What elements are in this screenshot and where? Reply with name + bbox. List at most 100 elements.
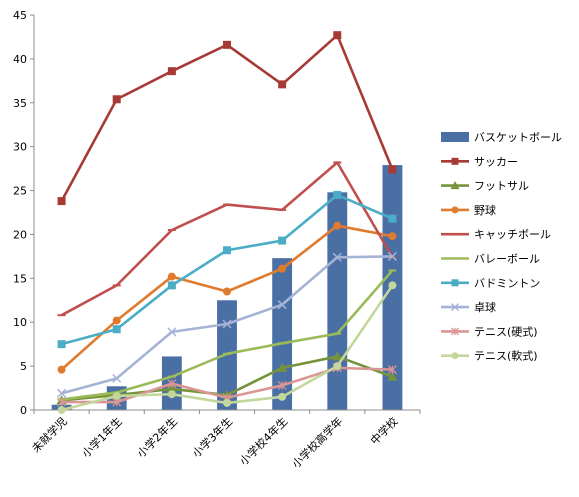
data-point — [112, 95, 121, 104]
series-4 — [57, 161, 397, 317]
legend-swatch — [441, 132, 469, 142]
data-point — [112, 316, 121, 325]
data-point — [388, 214, 397, 223]
y-tick-label: 30 — [13, 141, 27, 154]
lines-layer — [56, 31, 398, 414]
legend-marker — [450, 303, 460, 312]
series-7 — [57, 251, 397, 398]
data-point — [277, 362, 288, 372]
data-point — [223, 287, 231, 296]
legend-item: キャッチボール — [441, 228, 551, 241]
bar-小学校4年生 — [272, 258, 293, 410]
legend: バスケットボールサッカーフットサル野球キャッチボールバレーボールバドミントン卓球… — [441, 131, 562, 363]
data-point — [57, 340, 66, 349]
legend-marker — [451, 327, 459, 336]
legend-label: キャッチボール — [474, 228, 551, 241]
x-tick-label: 小学2年生 — [134, 414, 180, 460]
legend-label: テニス(硬式) — [474, 325, 538, 338]
series-6 — [57, 190, 397, 349]
data-point — [112, 373, 122, 383]
data-point — [223, 398, 231, 407]
y-tick-label: 15 — [13, 272, 27, 285]
data-point — [333, 221, 342, 230]
x-tick-label: 中学校 — [367, 414, 400, 447]
data-point — [57, 365, 66, 374]
data-point — [333, 31, 342, 40]
y-tick-label: 35 — [13, 97, 27, 110]
legend-label: バドミントン — [474, 277, 540, 290]
legend-item: バレーボール — [441, 253, 540, 266]
legend-label: 卓球 — [474, 300, 496, 314]
x-tick-label: 小学1年生 — [79, 414, 125, 460]
data-point — [278, 80, 287, 89]
data-point — [278, 392, 287, 401]
data-point — [333, 362, 342, 371]
data-point — [387, 365, 397, 375]
data-point — [278, 236, 287, 245]
data-point — [167, 272, 176, 281]
data-point — [57, 397, 67, 407]
legend-item: バドミントン — [441, 277, 540, 290]
data-point — [332, 252, 342, 262]
data-point-stroke — [112, 373, 122, 383]
legend-item: サッカー — [441, 155, 518, 168]
data-point — [112, 325, 121, 334]
series-3 — [57, 221, 397, 374]
data-point-stroke — [277, 300, 287, 310]
legend-label: バレーボール — [474, 253, 540, 266]
y-tick-label: 20 — [13, 228, 27, 241]
data-point — [332, 351, 343, 361]
legend-marker-stroke — [450, 303, 460, 312]
x-tick-label: 未就学児 — [29, 414, 70, 455]
data-point — [388, 281, 397, 290]
legend-label: サッカー — [474, 155, 518, 168]
data-point — [166, 383, 177, 393]
legend-item: バスケットボール — [441, 131, 562, 144]
data-point — [57, 197, 66, 206]
x-tick-label: 小学校高学年 — [289, 414, 346, 471]
y-tick-label: 25 — [13, 185, 27, 198]
data-point-stroke — [332, 252, 342, 262]
data-point — [167, 67, 176, 76]
x-tick-label: 小学3年生 — [189, 414, 235, 460]
legend-marker — [450, 181, 460, 190]
data-point — [388, 232, 397, 241]
y-tick-label: 5 — [20, 360, 27, 373]
data-point-stroke — [167, 327, 177, 337]
data-point — [277, 380, 287, 390]
data-point — [57, 388, 67, 398]
data-point — [223, 40, 231, 49]
legend-item: テニス(軟式) — [441, 349, 538, 363]
legend-marker — [451, 279, 459, 287]
data-point — [167, 390, 176, 399]
series-line — [60, 33, 394, 202]
data-point — [278, 264, 287, 273]
data-point — [387, 371, 398, 381]
data-point — [387, 251, 397, 261]
data-point — [333, 190, 342, 199]
y-tick-label: 40 — [13, 53, 27, 66]
legend-marker — [451, 352, 459, 360]
data-point — [167, 327, 177, 337]
legend-item: フットサル — [441, 180, 529, 193]
data-point — [223, 246, 231, 255]
legend-marker — [451, 157, 459, 165]
legend-label: テニス(軟式) — [474, 349, 538, 363]
bar-小学校高学年 — [327, 192, 348, 410]
data-point — [112, 391, 121, 400]
y-tick-label: 45 — [13, 9, 27, 22]
y-tick-label: 0 — [20, 404, 27, 417]
legend-item: 野球 — [441, 203, 496, 217]
legend-marker — [451, 206, 459, 214]
data-point — [222, 319, 232, 329]
x-tick-label: 小学校4年生 — [237, 414, 291, 468]
data-point-stroke — [222, 319, 232, 329]
legend-label: バスケットボール — [474, 131, 562, 144]
data-point-stroke — [387, 251, 397, 261]
data-point — [388, 165, 397, 174]
data-point — [277, 300, 287, 310]
legend-item: 卓球 — [441, 300, 496, 314]
y-tick-label: 10 — [13, 316, 27, 329]
